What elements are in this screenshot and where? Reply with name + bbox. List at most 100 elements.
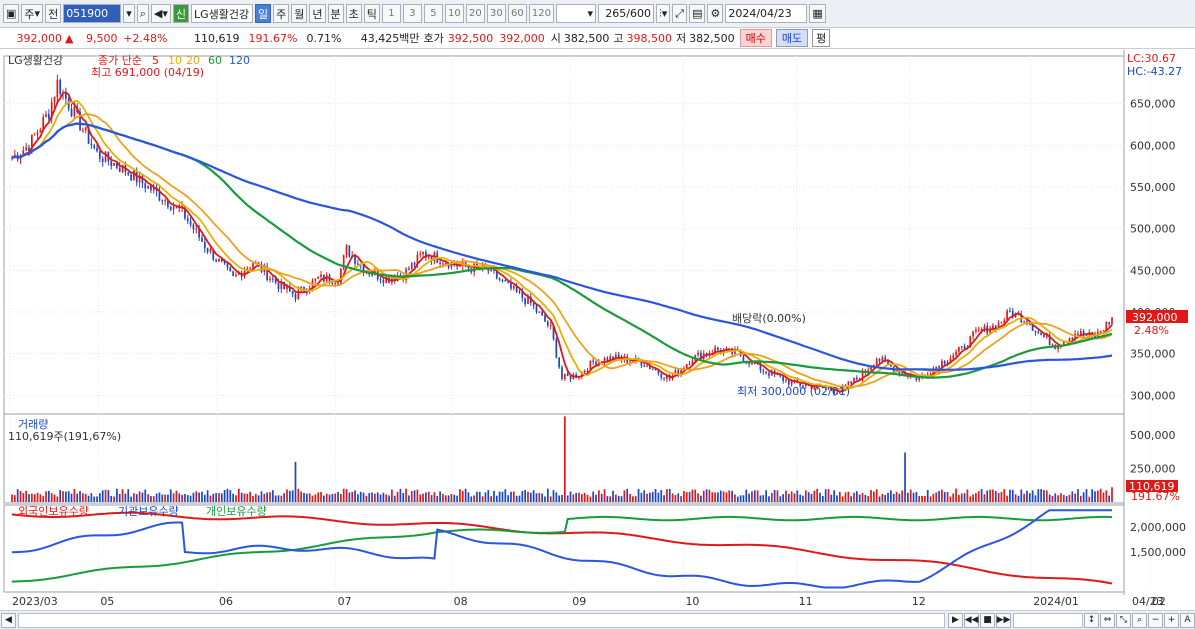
volume-bar	[164, 494, 166, 502]
volume-bar	[334, 493, 337, 502]
volume-bar	[11, 494, 13, 502]
candle-body	[561, 367, 563, 379]
minute-1[interactable]: 1	[381, 4, 401, 23]
volume-bar	[643, 490, 646, 502]
volume-bar	[855, 491, 858, 502]
volume-bar	[399, 488, 402, 502]
volume-bar	[422, 493, 424, 502]
indicator-icon[interactable]: ⤢	[672, 4, 688, 23]
minute-60[interactable]: 60	[507, 4, 527, 23]
count-field[interactable]: 265/600	[597, 4, 654, 23]
volume-bar	[1071, 491, 1074, 502]
candle-body	[283, 281, 286, 290]
candle-body	[983, 325, 986, 331]
count-total: /600	[626, 7, 651, 20]
candle-body	[232, 271, 234, 276]
volume-bar	[294, 461, 297, 502]
minute-5[interactable]: 5	[423, 4, 443, 23]
volume-bar	[532, 490, 535, 502]
zoom-slider[interactable]	[1013, 612, 1083, 628]
save-icon[interactable]: ▤	[689, 4, 706, 23]
minute-30[interactable]: 30	[486, 4, 506, 23]
scroll-left-icon[interactable]: ◀	[1, 612, 16, 628]
volume-bar	[796, 490, 799, 502]
candle-body	[116, 162, 118, 168]
candle-body	[48, 114, 50, 119]
eval-button[interactable]: 평	[812, 29, 831, 47]
scroll-track[interactable]	[18, 612, 945, 628]
chart-area[interactable]: 650,000600,000550,000500,000450,000400,0…	[0, 50, 1195, 610]
candle-type-icon[interactable]: ⫶▾	[655, 4, 671, 23]
volume-last-pct: 191.67%	[1131, 490, 1180, 503]
minute-120[interactable]: 120	[528, 4, 554, 23]
volume-bar	[697, 493, 699, 502]
chart-scrollbar[interactable]: ◀ ▶ ◀◀ ■ ▶▶ ↕ ⇔ ⤡ ⌕ − + A	[0, 610, 1195, 629]
volume-bar	[609, 496, 612, 502]
candle-body	[25, 147, 28, 151]
minute-10[interactable]: 10	[444, 4, 464, 23]
volume-bar	[320, 491, 322, 502]
rewind-icon[interactable]: ◀◀	[964, 612, 979, 628]
candle-body	[223, 261, 226, 264]
volume-bar	[201, 491, 203, 502]
candle-body	[172, 206, 175, 210]
volume-bar	[870, 490, 872, 502]
speaker-icon[interactable]: ◀▾	[150, 4, 171, 23]
forward-icon[interactable]: ▶▶	[996, 612, 1011, 628]
volume-bar	[354, 490, 356, 502]
volume-bar	[864, 495, 867, 502]
search-icon-2[interactable]: ⌕	[1132, 612, 1147, 628]
candle-body	[938, 366, 940, 369]
period-week[interactable]: 주	[273, 4, 290, 23]
volume-bar	[359, 491, 362, 502]
candle-body	[1028, 324, 1031, 326]
code-dropdown-icon[interactable]: ▾	[123, 4, 135, 23]
date-field[interactable]: 2024/04/23	[725, 4, 808, 23]
volume-bar	[161, 494, 164, 502]
candle-body	[629, 361, 631, 363]
candle-body	[257, 262, 260, 265]
zoom-fit-icon[interactable]: ⇔	[1100, 612, 1115, 628]
font-icon[interactable]: A	[1180, 612, 1195, 628]
minute-3[interactable]: 3	[402, 4, 422, 23]
period-tick[interactable]: 틱	[363, 4, 380, 23]
count-value: 265	[605, 7, 627, 20]
credit-badge[interactable]: 신	[172, 4, 189, 23]
volume-bar	[629, 494, 631, 502]
period-day[interactable]: 일	[255, 4, 272, 23]
gear-icon[interactable]: ⚙	[707, 4, 724, 23]
sell-button[interactable]: 매도	[775, 29, 809, 47]
plus-icon[interactable]: +	[1164, 612, 1179, 628]
period-year[interactable]: 년	[309, 4, 326, 23]
minute-20[interactable]: 20	[465, 4, 485, 23]
volume-bar	[770, 492, 773, 502]
zoom-reset-icon[interactable]: ↕	[1084, 612, 1099, 628]
stock-chart[interactable]: 650,000600,000550,000500,000450,000400,0…	[0, 50, 1195, 610]
search-icon[interactable]: ⌕	[136, 4, 149, 23]
volume-bar	[447, 495, 450, 502]
minus-icon[interactable]: −	[1148, 612, 1163, 628]
calendar-icon[interactable]: ▦	[809, 4, 826, 23]
volume-bar	[473, 495, 475, 502]
holding-tick-label: 2,000,000	[1130, 521, 1186, 534]
stop-icon[interactable]: ■	[980, 612, 995, 628]
period-minute[interactable]: 분	[327, 4, 344, 23]
candle-body	[280, 281, 283, 289]
volume-bar	[450, 494, 453, 502]
scroll-right-icon[interactable]: ▶	[948, 612, 963, 628]
period-second[interactable]: 초	[345, 4, 362, 23]
prev-button[interactable]: 전	[45, 4, 62, 23]
volume-tick-label: 250,000	[1130, 463, 1176, 476]
volume-bar	[1023, 493, 1025, 502]
market-select[interactable]: 주 ▾	[21, 4, 44, 23]
buy-button[interactable]: 매수	[739, 29, 772, 47]
zoom-in-icon[interactable]: ⤡	[1116, 612, 1131, 628]
volume-bar	[218, 493, 220, 502]
period-month[interactable]: 월	[291, 4, 308, 23]
volume-bar	[33, 494, 36, 502]
candle-body	[45, 114, 47, 118]
stock-code-input[interactable]: 051900	[63, 4, 122, 23]
layout-icon[interactable]: ▣	[3, 4, 20, 23]
candle-body	[546, 321, 549, 326]
custom-period-select[interactable]: ▾	[555, 4, 596, 23]
